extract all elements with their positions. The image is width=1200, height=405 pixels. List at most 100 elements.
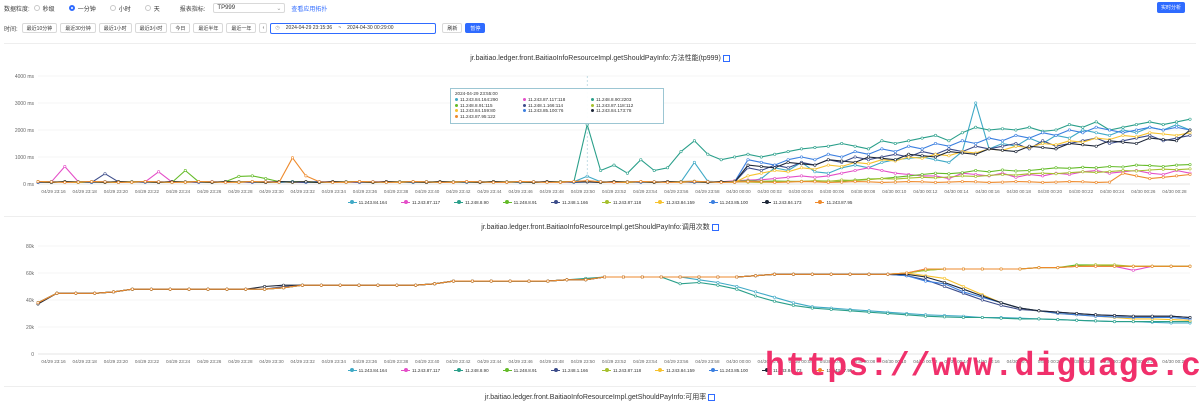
data-point bbox=[1094, 131, 1098, 135]
data-point bbox=[168, 287, 172, 291]
x-tick-label: 04/30 00:26 bbox=[1131, 359, 1156, 364]
quick-range-button[interactable]: 今日 bbox=[170, 23, 191, 33]
legend-item[interactable]: 11.243.84.164 bbox=[347, 368, 387, 373]
x-tick-label: 04/29 23:30 bbox=[259, 189, 284, 194]
topology-link[interactable]: 查看应用拓扑 bbox=[291, 6, 328, 13]
legend-label: 11.248.1.166 bbox=[562, 200, 588, 205]
legend-item[interactable]: 11.243.84.173 bbox=[762, 368, 801, 373]
legend-item[interactable]: 11.243.85.100 bbox=[708, 200, 748, 205]
data-point bbox=[1175, 133, 1179, 137]
data-point bbox=[974, 169, 978, 173]
x-tick-label: 04/30 00:20 bbox=[1038, 189, 1063, 194]
quick-range-button[interactable]: 最近一年 bbox=[226, 23, 257, 33]
x-tick-label: 04/30 00:16 bbox=[975, 189, 1000, 194]
legend-item[interactable]: 11.243.84.159 bbox=[655, 368, 695, 373]
quick-range-button[interactable]: 最近10分钟 bbox=[21, 23, 58, 33]
time-range-picker[interactable]: ◷ 2024-04-29 23:15:36 ~ 2024-04-30 00:29… bbox=[270, 22, 437, 34]
range-start: 2024-04-29 23:15:36 bbox=[285, 25, 333, 31]
copy-icon[interactable] bbox=[722, 54, 730, 62]
calls-line-chart[interactable]: 0 20k 40k 60k 80k 04/29 23:16 04/29 23:18 04/29… bbox=[4, 235, 1196, 383]
range-separator: ~ bbox=[338, 25, 342, 31]
quick-range-button[interactable]: 最近30分钟 bbox=[60, 23, 96, 33]
data-point bbox=[947, 160, 951, 164]
data-point bbox=[791, 303, 795, 307]
data-point bbox=[565, 278, 569, 282]
x-tick-label: 04/29 23:32 bbox=[291, 189, 316, 194]
data-point bbox=[880, 147, 884, 151]
data-point bbox=[1148, 171, 1152, 175]
legend-item[interactable]: 11.243.85.100 bbox=[708, 368, 748, 373]
data-point bbox=[920, 180, 924, 184]
data-point bbox=[754, 274, 758, 278]
data-point bbox=[1094, 136, 1098, 140]
y-tick-label: 0 ms bbox=[23, 182, 34, 188]
data-point bbox=[290, 180, 294, 184]
legend-item[interactable]: 11.248.8.91 bbox=[502, 200, 537, 205]
quick-range-button[interactable]: 最近3小时 bbox=[134, 23, 168, 33]
radio-hour[interactable]: 小时 bbox=[109, 4, 131, 13]
legend-item[interactable]: 11.243.84.164 bbox=[347, 200, 387, 205]
legend-item[interactable]: 11.243.84.159 bbox=[655, 200, 695, 205]
quick-range-button[interactable]: 最近半年 bbox=[193, 23, 224, 33]
data-point bbox=[1075, 318, 1079, 322]
realtime-analysis-button[interactable]: 实时分析 bbox=[1157, 2, 1185, 13]
tooltip-swatch-icon bbox=[523, 98, 526, 101]
metric-select[interactable]: TP999 ⌄ bbox=[213, 3, 286, 13]
legend-item[interactable]: 11.248.8.90 bbox=[454, 368, 489, 373]
data-point bbox=[433, 282, 437, 286]
data-point bbox=[1094, 319, 1098, 323]
radio-second[interactable]: 秒级 bbox=[33, 4, 55, 13]
pause-button[interactable]: 暂停 bbox=[465, 23, 486, 33]
data-point bbox=[1169, 314, 1173, 318]
legend-item[interactable]: 11.248.1.166 bbox=[551, 200, 588, 205]
data-point bbox=[411, 180, 415, 184]
data-point bbox=[1121, 165, 1125, 169]
data-point bbox=[772, 299, 776, 303]
tooltip-time: 2024-04-29 23:55:00 bbox=[455, 91, 498, 96]
data-point bbox=[1014, 150, 1018, 154]
tooltip-item: 11.248.1.166:114 bbox=[523, 103, 591, 108]
data-point bbox=[1054, 166, 1058, 170]
legend-item[interactable]: 11.243.84.173 bbox=[762, 200, 801, 205]
series-line bbox=[37, 157, 1191, 183]
legend-item[interactable]: 11.243.87.117 bbox=[401, 368, 440, 373]
data-point bbox=[942, 267, 946, 271]
chevron-left-icon[interactable]: ‹ bbox=[259, 23, 268, 33]
legend-item[interactable]: 11.243.87.117 bbox=[401, 200, 440, 205]
legend-item[interactable]: 11.248.8.91 bbox=[502, 368, 537, 373]
data-point bbox=[924, 267, 928, 271]
legend-swatch-icon bbox=[551, 368, 561, 373]
data-point bbox=[697, 275, 701, 279]
data-point bbox=[250, 180, 254, 184]
data-point bbox=[264, 180, 268, 184]
x-tick-label: 04/29 23:54 bbox=[633, 189, 658, 194]
legend-swatch-icon bbox=[454, 368, 464, 373]
radio-minute[interactable]: 一分钟 bbox=[68, 4, 96, 13]
data-point bbox=[1037, 317, 1041, 321]
data-point bbox=[451, 279, 455, 283]
data-point bbox=[1041, 131, 1045, 135]
data-point bbox=[1027, 136, 1031, 140]
tp999-line-chart[interactable]: 0 ms 1000 ms 2000 ms 3000 ms 4000 ms 04/29 23… bbox=[4, 66, 1196, 216]
legend-item[interactable]: 11.243.87.118 bbox=[602, 368, 641, 373]
quick-range-button[interactable]: 最近1小时 bbox=[98, 23, 132, 33]
data-point bbox=[652, 169, 656, 173]
refresh-button[interactable]: 刷新 bbox=[442, 23, 463, 33]
radio-day[interactable]: 天 bbox=[144, 4, 160, 13]
data-point bbox=[773, 163, 777, 167]
data-point bbox=[183, 169, 187, 173]
legend-item[interactable]: 11.248.1.166 bbox=[551, 368, 588, 373]
legend-item[interactable]: 11.243.87.95 bbox=[815, 368, 852, 373]
legend-item[interactable]: 11.243.87.95 bbox=[815, 200, 852, 205]
copy-icon[interactable] bbox=[711, 223, 719, 231]
data-point bbox=[224, 180, 228, 184]
copy-icon[interactable] bbox=[708, 393, 716, 401]
data-point bbox=[961, 316, 965, 320]
legend-item[interactable]: 11.243.87.118 bbox=[602, 200, 641, 205]
data-point bbox=[612, 163, 616, 167]
radio-label: 小时 bbox=[118, 6, 131, 13]
data-point bbox=[893, 158, 897, 162]
data-point bbox=[678, 282, 682, 286]
data-point bbox=[1000, 148, 1004, 152]
legend-item[interactable]: 11.248.8.90 bbox=[454, 200, 489, 205]
